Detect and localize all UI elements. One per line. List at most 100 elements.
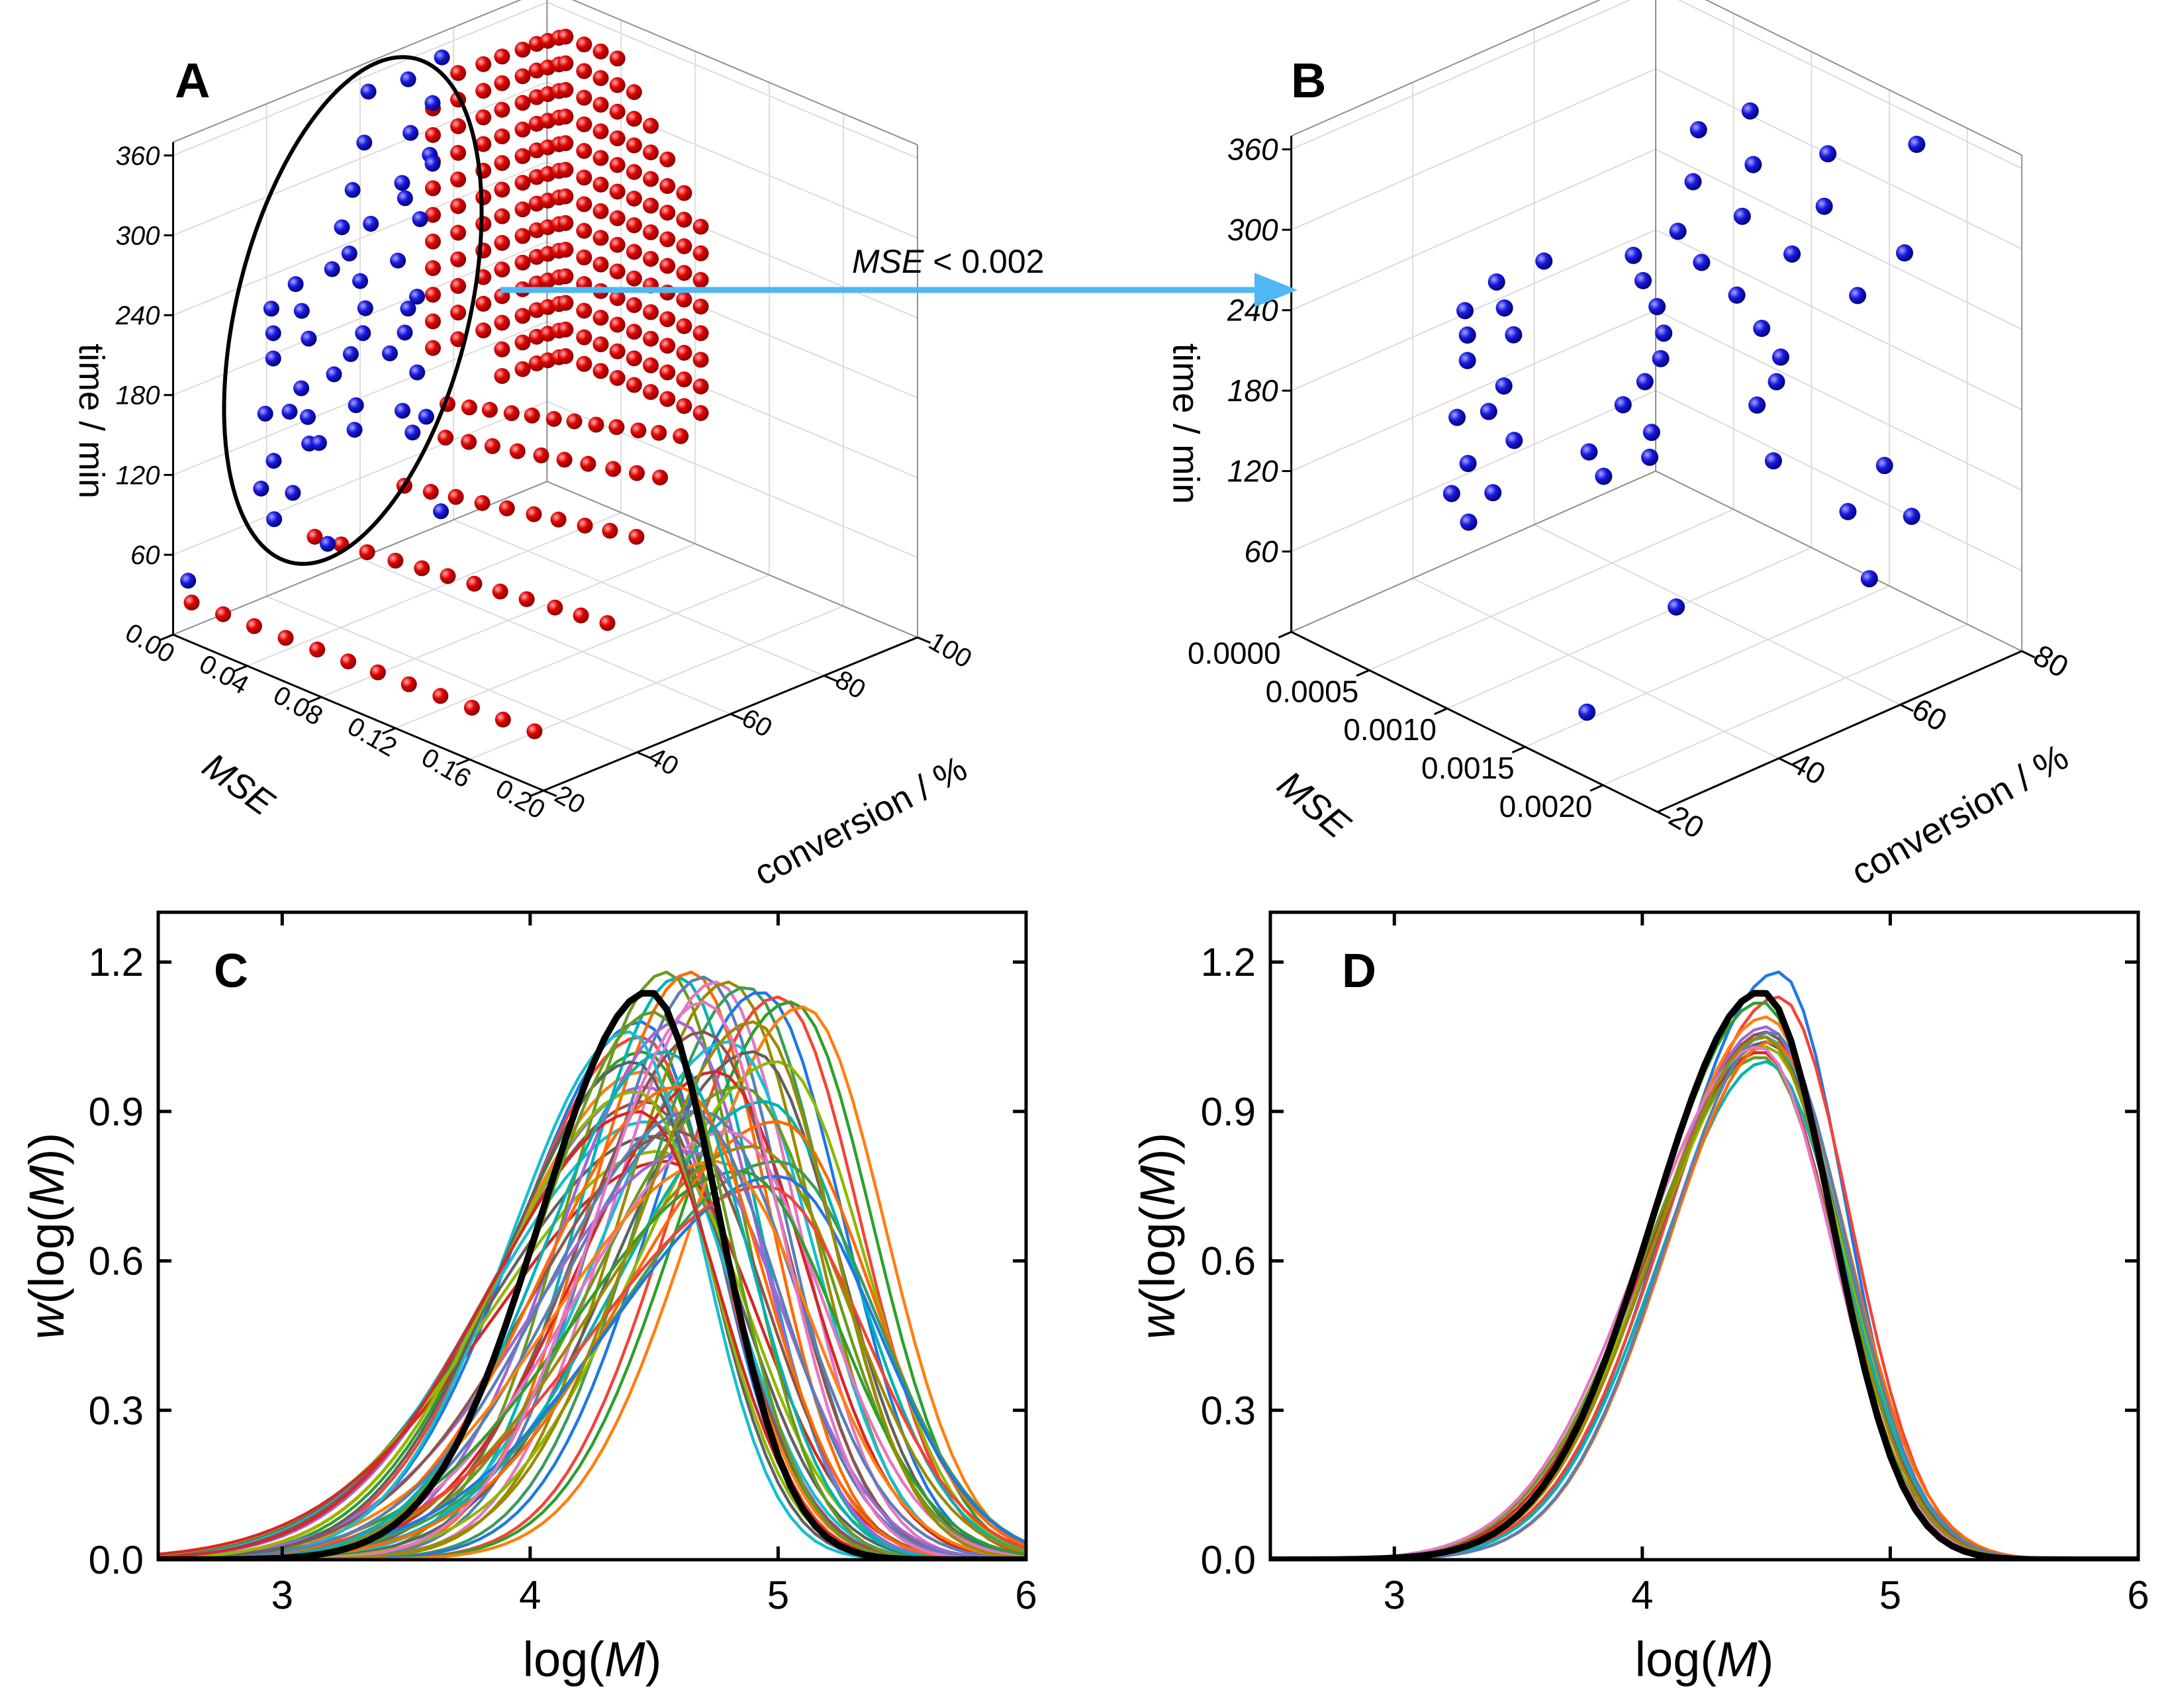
rejected-data-point [609, 103, 626, 120]
accepted-data-point [1480, 403, 1497, 420]
rejected-data-point [438, 430, 454, 446]
rejected-data-point [498, 500, 515, 516]
rejected-data-point [608, 419, 625, 436]
rejected-data-point [424, 180, 441, 197]
x-tick-label: 6 [1015, 1573, 1037, 1617]
rejected-data-point [557, 295, 574, 311]
highlighted-distribution-curve [158, 990, 1026, 1560]
rejected-data-point [643, 144, 659, 161]
accepted-data-point [320, 536, 336, 552]
mse-threshold-symbol: MSE [852, 243, 924, 280]
rejected-data-point [494, 234, 510, 251]
accepted-data-point [334, 219, 350, 236]
rejected-data-point [626, 191, 642, 207]
rejected-data-point [466, 575, 483, 592]
gridline [1446, 547, 1812, 710]
rejected-data-point [514, 42, 531, 58]
rejected-data-point [576, 63, 592, 79]
accepted-data-point [1728, 286, 1746, 304]
accepted-data-point [1580, 443, 1598, 461]
mse-filter-arrow [500, 273, 1297, 307]
mse-axis [172, 634, 544, 792]
accepted-data-point [1648, 298, 1666, 316]
rejected-data-point [533, 447, 549, 463]
rejected-data-point [450, 118, 467, 134]
rejected-data-point [474, 495, 491, 511]
rejected-data-point [514, 148, 531, 164]
x-tick-label: 5 [767, 1573, 789, 1617]
accepted-data-point [1652, 350, 1670, 367]
accepted-data-point [310, 435, 327, 451]
accepted-data-point [1764, 452, 1782, 470]
panel-letter-b: B [1291, 53, 1326, 108]
rejected-data-point [557, 135, 574, 152]
y-tick-label: 0.9 [89, 1090, 144, 1134]
rejected-data-point [676, 371, 692, 388]
accepted-data-point [1642, 424, 1660, 442]
accepted-data-point [293, 303, 310, 319]
accepted-data-point [1819, 145, 1837, 163]
rejected-data-point [494, 75, 510, 91]
accepted-data-point [424, 156, 441, 172]
y-tick-label: 1.2 [1201, 940, 1256, 984]
y-axis-title-part: (log( [19, 1206, 74, 1304]
rejected-data-point [576, 249, 592, 265]
rejected-data-point [401, 676, 417, 692]
accepted-data-point [397, 190, 413, 207]
y-axis-title: w(log(M)) [1130, 1133, 1185, 1339]
time-tick-label: 60 [1244, 534, 1278, 569]
rejected-data-point [461, 434, 477, 450]
rejected-data-point [494, 128, 510, 145]
rejected-data-point [592, 43, 609, 60]
y-axis-title-part: (log( [1130, 1206, 1185, 1304]
rejected-data-point [494, 367, 510, 384]
rejected-data-point [609, 236, 626, 253]
rejected-data-point [609, 343, 626, 359]
gridline [1655, 148, 2022, 330]
rejected-data-point [599, 615, 616, 632]
time-tick-label: 180 [1227, 373, 1278, 408]
rejected-data-point [676, 185, 692, 201]
box-edge [546, 481, 918, 638]
accepted-data-point [180, 573, 197, 589]
rejected-data-point [692, 245, 709, 261]
gridline [546, 241, 918, 399]
y-axis-title-part: w [19, 1301, 74, 1339]
mse-tick-label: 0.0010 [1343, 712, 1437, 747]
rejected-data-point [557, 162, 574, 178]
rejected-data-point [514, 68, 531, 85]
rejected-data-point [609, 183, 626, 200]
gridline [546, 321, 918, 479]
mse-threshold-label: MSE < 0.002 [852, 243, 1044, 280]
rejected-data-point [463, 699, 480, 716]
gridline [266, 595, 637, 753]
rejected-data-point [526, 723, 543, 739]
gridline [1291, 0, 1632, 150]
y-tick-label: 1.2 [89, 940, 144, 984]
accepted-data-point [1815, 197, 1833, 215]
rejected-data-point [557, 321, 574, 338]
box-edge [1291, 0, 1601, 137]
accepted-data-point [1896, 244, 1914, 262]
accepted-data-point [348, 397, 364, 414]
time-tick-label: 300 [116, 221, 160, 250]
rejected-data-point [576, 222, 592, 239]
rejected-data-point [651, 424, 667, 441]
accepted-data-point [299, 408, 316, 425]
accepted-data-point [285, 485, 301, 501]
mse-tick [308, 696, 322, 704]
rejected-data-point [577, 517, 593, 534]
rejected-data-point [676, 265, 692, 281]
accepted-data-point [326, 366, 342, 383]
time-axis-title: time / min [1166, 344, 1207, 504]
conversion-axis [1657, 650, 2022, 813]
rejected-data-point [626, 111, 642, 127]
accepted-data-point [404, 424, 421, 441]
rejected-data-point [576, 356, 592, 372]
rejected-data-point [659, 311, 676, 328]
y-tick-label: 0.3 [89, 1388, 144, 1433]
gridline [1291, 148, 1656, 311]
x-axis-title-part: M [604, 1632, 645, 1687]
